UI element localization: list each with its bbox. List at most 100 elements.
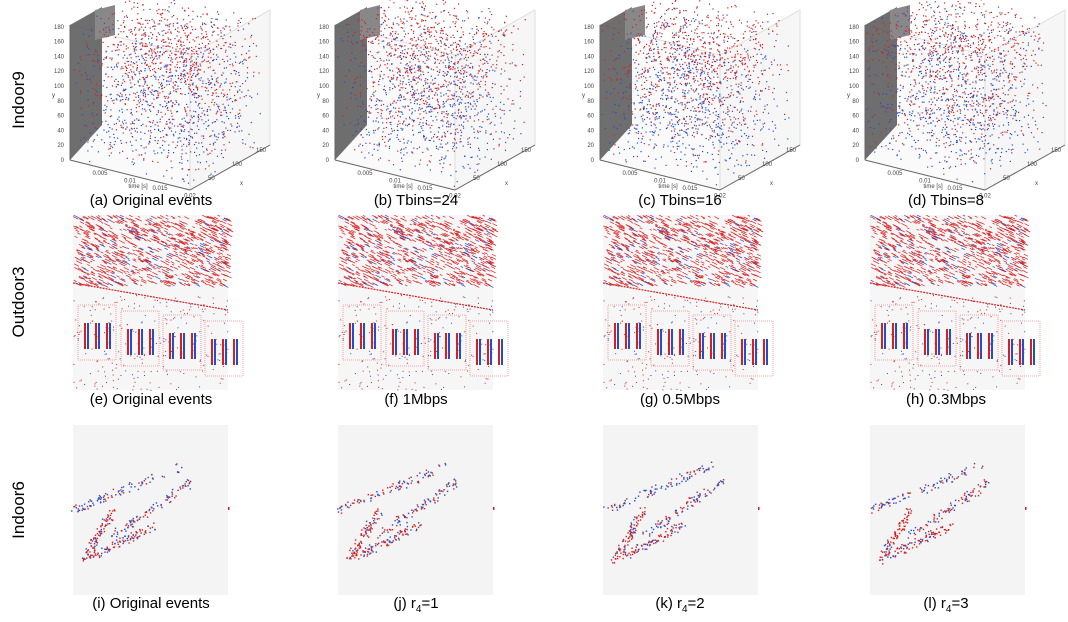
- event-dot: [178, 51, 179, 52]
- event-dot: [741, 22, 742, 23]
- event-dot: [649, 56, 650, 57]
- event-dot: [214, 31, 215, 32]
- event-dot: [456, 46, 457, 47]
- event-dot: [191, 60, 192, 61]
- event-dot: [350, 122, 351, 123]
- event-dot: [165, 25, 166, 26]
- event-dot: [402, 46, 403, 47]
- event-dot: [158, 129, 159, 130]
- event-dot: [684, 154, 685, 155]
- event-dot: [470, 74, 471, 75]
- event-dot: [239, 126, 240, 127]
- event-dot: [760, 130, 761, 131]
- event-dot: [730, 65, 731, 66]
- event-dot: [426, 48, 427, 49]
- event-dot: [361, 30, 362, 31]
- event-dot: [441, 120, 442, 121]
- event-dot: [455, 132, 456, 133]
- event-dot: [673, 126, 674, 127]
- event-dot: [180, 124, 181, 125]
- event-dot: [764, 57, 765, 58]
- event-dot: [654, 23, 655, 24]
- event-dot: [453, 117, 454, 118]
- event-dot: [724, 50, 725, 51]
- event-dot: [461, 102, 462, 103]
- event-dot: [441, 37, 442, 38]
- event-dot: [197, 70, 198, 71]
- event-dot: [698, 129, 699, 130]
- event-dot: [204, 59, 205, 60]
- event-dot: [168, 39, 169, 40]
- event-dot: [722, 15, 723, 16]
- event-dot: [463, 50, 464, 51]
- event-dot: [693, 73, 694, 74]
- event-dot: [685, 25, 686, 26]
- event-dot: [624, 114, 625, 115]
- event-dot: [421, 33, 422, 34]
- event-dot: [438, 75, 439, 76]
- event-dot: [221, 75, 222, 76]
- event-dot: [742, 113, 743, 114]
- event-dot: [441, 56, 442, 57]
- event-dot: [212, 60, 213, 61]
- event-dot: [413, 134, 414, 135]
- event-dot: [390, 81, 391, 82]
- event-dot: [686, 85, 687, 86]
- event-dot: [151, 132, 152, 133]
- event-dot: [727, 78, 728, 79]
- event-dot: [149, 142, 150, 143]
- event-dot: [222, 132, 223, 133]
- event-dot: [353, 135, 354, 136]
- event-dot: [186, 115, 187, 116]
- event-dot: [646, 27, 647, 28]
- event-dot: [753, 31, 754, 32]
- event-dot: [158, 130, 159, 131]
- event-dot: [674, 152, 675, 153]
- event-dot: [119, 96, 120, 97]
- event-dot: [666, 10, 667, 11]
- event-dot: [427, 46, 428, 47]
- event-dot: [218, 107, 219, 108]
- event-dot: [157, 48, 158, 49]
- event-dot: [381, 71, 382, 72]
- event-dot: [140, 49, 141, 50]
- event-dot: [734, 127, 735, 128]
- event-dot: [441, 12, 442, 13]
- event-dot: [232, 45, 233, 46]
- event-dot: [347, 32, 348, 33]
- event-dot: [448, 126, 449, 127]
- event-dot: [177, 31, 178, 32]
- event-dot: [475, 103, 476, 104]
- event-dot: [125, 89, 126, 90]
- event-dot: [434, 94, 435, 95]
- event-dot: [216, 59, 217, 60]
- event-dot: [702, 32, 703, 33]
- event-dot: [754, 67, 755, 68]
- event-dot: [220, 85, 221, 86]
- event-dot: [190, 102, 191, 103]
- event-dot: [651, 108, 652, 109]
- event-dot: [743, 57, 744, 58]
- event-dot: [393, 164, 394, 165]
- event-dot: [740, 61, 741, 62]
- event-dot: [197, 74, 198, 75]
- event-dot: [247, 77, 248, 78]
- event-dot: [676, 143, 677, 144]
- event-dot: [654, 60, 655, 61]
- event-dot: [426, 113, 427, 114]
- event-dot: [652, 135, 653, 136]
- event-dot: [136, 104, 137, 105]
- event-dot: [925, 9, 926, 10]
- event-dot: [657, 84, 658, 85]
- event-dot: [110, 142, 111, 143]
- event-dot: [716, 127, 717, 128]
- event-dot: [708, 60, 709, 61]
- event-dot: [403, 139, 404, 140]
- event-dot: [141, 27, 142, 28]
- event-dot: [149, 20, 150, 21]
- event-dot: [484, 109, 485, 110]
- event-dot: [479, 17, 480, 18]
- event-dot: [689, 66, 690, 67]
- event-dot: [217, 111, 218, 112]
- event-dot: [142, 38, 143, 39]
